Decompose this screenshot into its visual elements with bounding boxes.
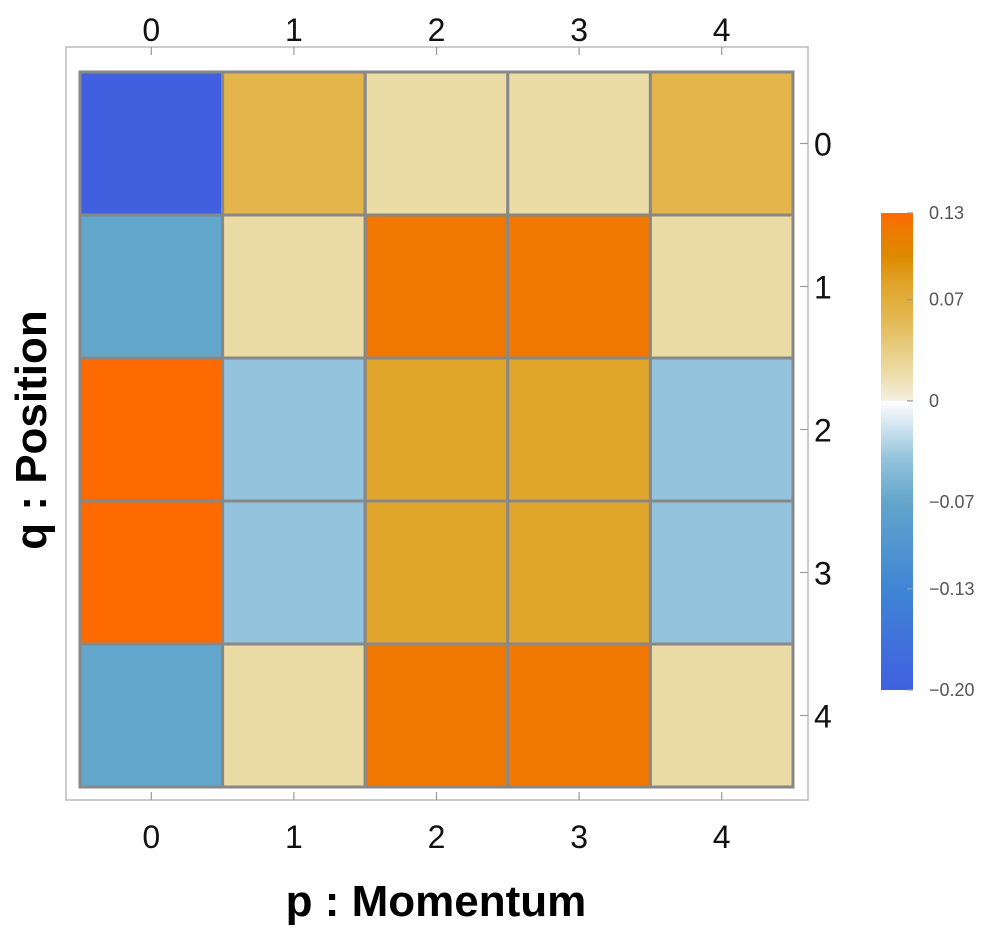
y-tick-label-right-0: 0 (814, 127, 832, 163)
heatmap-cell-q4-p3 (506, 642, 652, 789)
x-tick-label-bottom-2: 2 (428, 819, 446, 855)
heatmap-cell-q2-p3 (506, 356, 652, 503)
heatmap-cell-q1-p2 (363, 213, 510, 360)
y-tick-label-right-3: 3 (814, 556, 832, 592)
y-axis-right: 0 1 2 3 4 (800, 127, 832, 735)
x-tick-label-bottom-1: 1 (285, 819, 303, 855)
x-tick-label-bottom-3: 3 (570, 819, 588, 855)
colorbar-negative-gradient (881, 400, 913, 690)
heatmap-cell-q0-p0 (78, 70, 225, 217)
heatmap-cell-q1-p3 (506, 213, 652, 360)
x-axis-title: p : Momentum (286, 877, 587, 926)
x-tick-label-top-1: 1 (285, 12, 303, 48)
heatmap-cell-q0-p1 (221, 70, 367, 217)
heatmap-cell-q0-p2 (363, 70, 510, 217)
colorbar-tick-label-2: 0 (929, 391, 939, 411)
heatmap-cell-q2-p0 (78, 356, 225, 503)
colorbar-tick-label-4: −0.13 (929, 579, 975, 599)
heatmap-cell-q1-p4 (648, 213, 795, 360)
y-tick-label-right-2: 2 (814, 413, 832, 449)
heatmap-cell-q2-p1 (221, 356, 367, 503)
x-axis-bottom: 0 1 2 3 4 (142, 792, 731, 855)
x-tick-label-top-3: 3 (570, 12, 588, 48)
colorbar-tick-label-1: 0.07 (929, 290, 964, 310)
colorbar-tick-label-3: −0.07 (929, 492, 975, 512)
colorbar: 0.13 0.07 0 −0.07 −0.13 −0.20 (881, 203, 975, 700)
heatmap-cell-q3-p4 (648, 499, 795, 646)
heatmap-cells (78, 70, 795, 789)
heatmap-cell-q1-p1 (221, 213, 367, 360)
colorbar-tick-label-5: −0.20 (929, 680, 975, 700)
heatmap-cell-q0-p3 (506, 70, 652, 217)
y-tick-label-right-1: 1 (814, 270, 832, 306)
x-tick-label-bottom-4: 4 (713, 819, 731, 855)
heatmap-cell-q3-p1 (221, 499, 367, 646)
x-tick-label-top-2: 2 (428, 12, 446, 48)
heatmap-cell-q4-p2 (363, 642, 510, 789)
heatmap-cell-q0-p4 (648, 70, 795, 217)
heatmap-cell-q3-p2 (363, 499, 510, 646)
heatmap-cell-q4-p4 (648, 642, 795, 789)
x-tick-label-top-0: 0 (142, 12, 160, 48)
colorbar-positive-gradient (881, 213, 913, 401)
heatmap-cell-q4-p1 (221, 642, 367, 789)
y-axis-title: q : Position (7, 310, 56, 550)
x-tick-label-top-4: 4 (713, 12, 731, 48)
heatmap-cell-q1-p0 (78, 213, 225, 360)
heatmap-cell-q3-p3 (506, 499, 652, 646)
colorbar-tick-label-0: 0.13 (929, 203, 964, 223)
x-axis-top: 0 1 2 3 4 (142, 12, 731, 55)
heatmap-cell-q4-p0 (78, 642, 225, 789)
x-tick-label-bottom-0: 0 (142, 819, 160, 855)
heatmap-cell-q2-p4 (648, 356, 795, 503)
heatmap-cell-q2-p2 (363, 356, 510, 503)
heatmap-cell-q3-p0 (78, 499, 225, 646)
y-tick-label-right-4: 4 (814, 699, 832, 735)
